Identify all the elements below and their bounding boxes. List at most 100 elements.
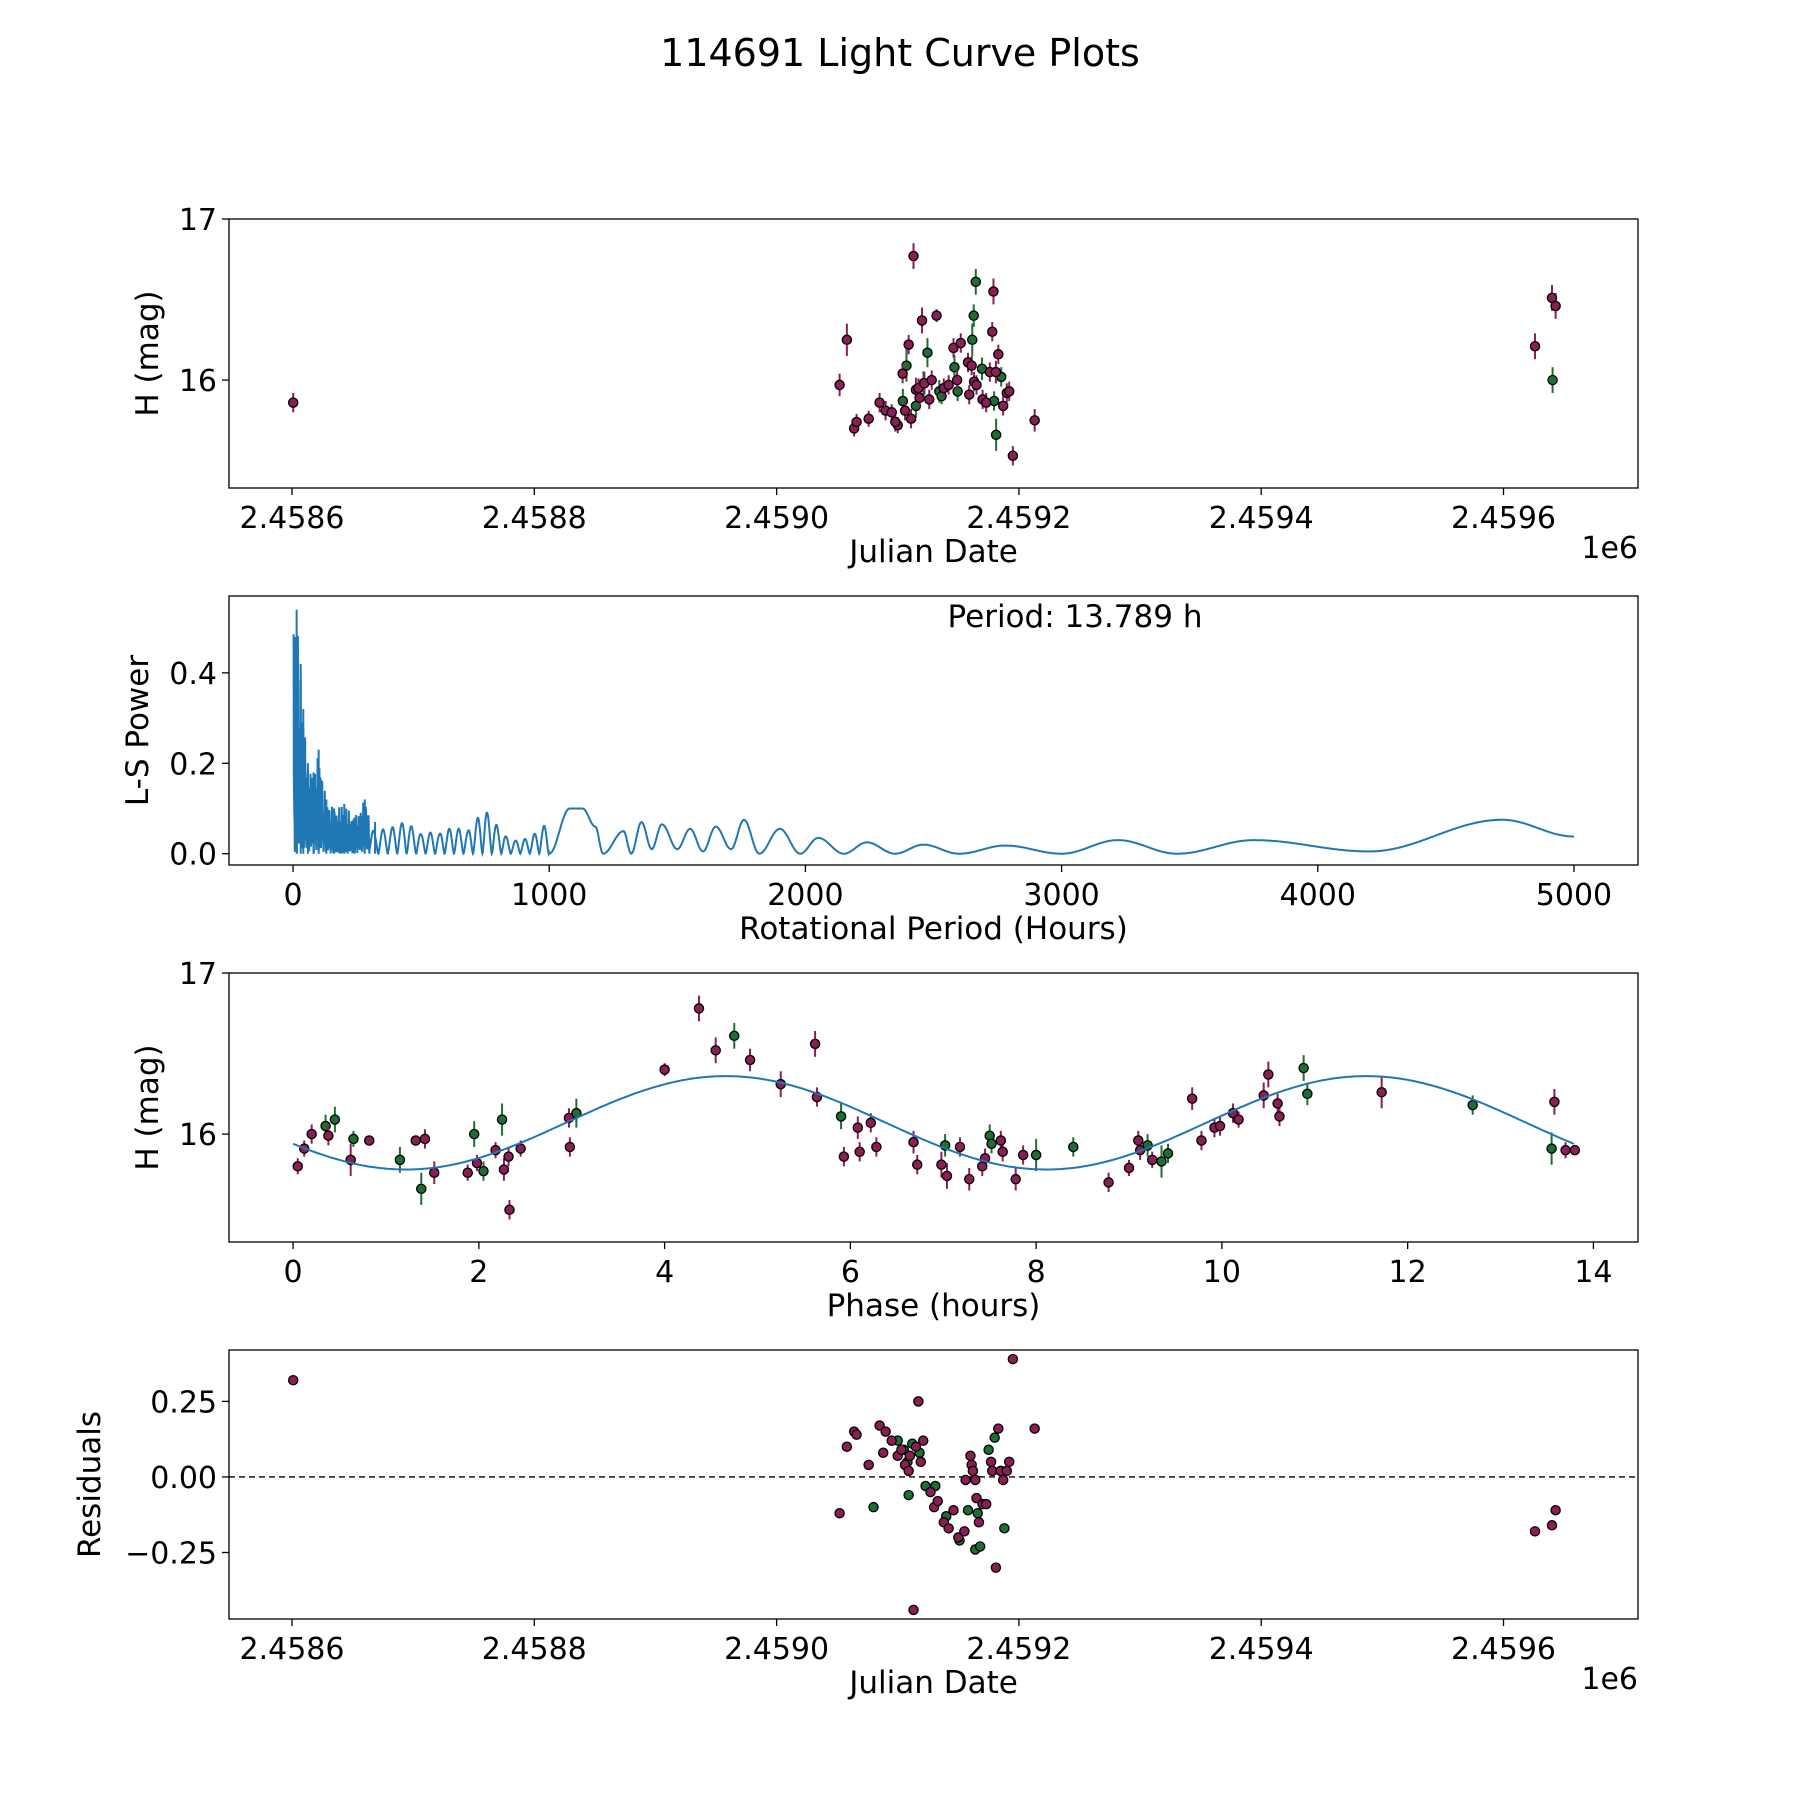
phased-xtick-label: 8	[1027, 1255, 1046, 1290]
panel-periodogram: 0 1000 2000 3000 4000 5000 0.0 0.2 0.4 Rotational…	[120, 595, 1639, 947]
residuals-point-g	[868, 1501, 879, 1513]
raw-point-r	[1003, 386, 1015, 397]
residuals-offset-text: 1e6	[1581, 1662, 1638, 1697]
residuals-point-r	[943, 1523, 954, 1534]
residuals-ytick-label: 0.25	[150, 1385, 217, 1420]
raw-point-g	[897, 395, 909, 407]
phased-point-r	[1146, 1154, 1158, 1166]
phased-ytick-label: 16	[179, 1118, 217, 1153]
periodogram-xtick-label: 5000	[1536, 878, 1612, 913]
residuals-point-r	[851, 1429, 862, 1440]
phased-point-g	[394, 1154, 406, 1166]
raw-point-g	[968, 310, 979, 321]
phased-point-r	[908, 1136, 919, 1148]
raw-point-r	[851, 416, 862, 428]
raw-point-r	[1550, 300, 1561, 312]
phased-point-r	[854, 1146, 865, 1158]
residuals-point-r	[1529, 1526, 1541, 1537]
residuals-point-r	[953, 1532, 964, 1543]
phased-point-r	[1560, 1144, 1571, 1156]
phased-xtick-label: 14	[1574, 1255, 1612, 1290]
residuals-point-r	[967, 1465, 979, 1477]
raw-point-g	[949, 361, 960, 373]
periodogram-axes-frame	[228, 595, 1639, 866]
residuals-ylabel: Residuals	[72, 1411, 108, 1558]
residuals-point-r	[997, 1474, 1009, 1486]
residuals-point-r	[913, 1396, 924, 1407]
raw-ylabel: H (mag)	[130, 290, 166, 416]
raw-point-r	[1029, 415, 1040, 426]
phased-point-r	[503, 1151, 514, 1162]
raw-axes-frame	[228, 218, 1639, 489]
residuals-point-r	[896, 1444, 907, 1455]
residuals-point-r	[874, 1420, 885, 1431]
phased-point-g	[348, 1133, 359, 1145]
raw-point-g	[990, 429, 1002, 441]
raw-point-r	[841, 334, 853, 346]
phased-point-r	[936, 1159, 947, 1170]
periodogram-ytick-label: 0.0	[169, 838, 217, 873]
phased-point-r	[911, 1159, 923, 1170]
phased-point-r	[838, 1151, 850, 1162]
phased-point-r	[498, 1164, 510, 1175]
phased-point-r	[954, 1141, 966, 1153]
phased-point-g	[1068, 1141, 1079, 1153]
raw-point-r	[903, 339, 914, 350]
phased-point-r	[941, 1170, 953, 1182]
residuals-ytick-label: 0.00	[150, 1461, 217, 1496]
phased-point-g	[1302, 1088, 1313, 1100]
phased-point-r	[504, 1204, 515, 1216]
phased-xtick-label: 4	[655, 1255, 674, 1290]
phased-point-r	[1549, 1096, 1560, 1108]
raw-point-r	[931, 310, 942, 321]
phased-xtick-label: 10	[1203, 1255, 1241, 1290]
residuals-point-r	[886, 1435, 897, 1446]
raw-point-r	[914, 392, 925, 404]
phased-point-g	[729, 1030, 740, 1042]
phased-point-r	[515, 1143, 526, 1154]
phased-point-r	[1376, 1086, 1387, 1098]
phased-point-r	[1233, 1114, 1244, 1125]
residuals-xtick-label: 2.4586	[240, 1632, 345, 1667]
phased-point-r	[323, 1130, 334, 1141]
raw-ytick-label: 17	[179, 203, 217, 238]
phased-point-g	[1156, 1156, 1167, 1167]
periodogram-ytick-label: 0.2	[169, 747, 217, 782]
phased-point-r	[1272, 1098, 1283, 1109]
residuals-point-r	[925, 1486, 936, 1498]
phased-point-g	[468, 1128, 480, 1140]
periodogram-ylabel: L-S Power	[120, 655, 156, 806]
raw-point-r	[890, 416, 901, 428]
residuals-point-r	[841, 1441, 853, 1452]
phased-point-r	[410, 1135, 421, 1146]
phased-model-curve	[292, 1075, 1575, 1171]
period-annotation: Period: 13.789 h	[948, 599, 1203, 635]
residuals-point-r	[965, 1450, 976, 1462]
raw-point-g	[1547, 374, 1558, 386]
phased-xtick-label: 12	[1389, 1255, 1427, 1290]
raw-point-r	[987, 326, 998, 338]
phased-point-r	[429, 1167, 440, 1178]
phased-point-r	[744, 1054, 756, 1066]
raw-point-r	[897, 368, 908, 379]
residuals-xtick-label: 2.4592	[966, 1632, 1071, 1667]
periodogram-ytick-label: 0.4	[169, 657, 217, 692]
raw-xtick-label: 2.4590	[724, 501, 829, 536]
raw-point-r	[924, 394, 935, 405]
panel-raw: 2.4586 2.4588 2.4590 2.4592 2.4594 2.4596 16 17…	[130, 203, 1639, 570]
residuals-point-r	[915, 1456, 927, 1468]
raw-point-r	[899, 405, 911, 416]
raw-point-r	[980, 397, 992, 408]
periodogram-xtick-label: 1000	[511, 878, 587, 913]
raw-point-r	[951, 374, 963, 386]
raw-point-r	[966, 360, 977, 371]
phased-point-g	[986, 1138, 997, 1149]
raw-point-r	[993, 349, 1004, 360]
residuals-point-r	[971, 1492, 982, 1504]
phased-point-r	[865, 1117, 877, 1129]
residuals-point-r	[970, 1474, 981, 1486]
raw-xtick-label: 2.4594	[1209, 501, 1314, 536]
raw-point-r	[943, 379, 954, 391]
phased-point-r	[1569, 1144, 1581, 1156]
